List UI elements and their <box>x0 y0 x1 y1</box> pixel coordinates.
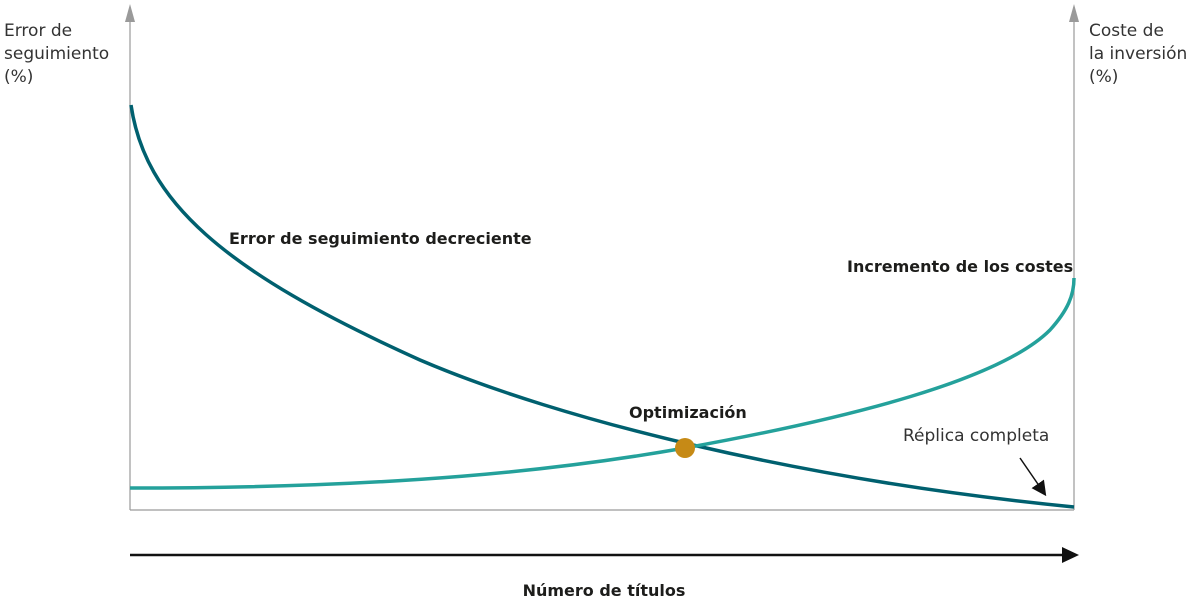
full-replication-arrow <box>1019 457 1047 497</box>
optimum-point <box>675 438 695 458</box>
right-axis-arrow-icon <box>1069 4 1079 22</box>
costs-curve <box>129 277 1076 490</box>
right-axis-label: Coste de la inversión (%) <box>1089 21 1188 87</box>
tracking-error-curve <box>129 104 1075 509</box>
full-replication-label: Réplica completa <box>903 426 1050 446</box>
optimum-label: Optimización <box>629 403 747 422</box>
costs-label: Incremento de los costes <box>847 257 1074 276</box>
x-axis-arrow-icon <box>1062 547 1079 563</box>
left-axis-arrow-icon <box>125 4 135 22</box>
x-axis-label: Número de títulos <box>522 581 686 600</box>
tracking-error-label: Error de seguimiento decreciente <box>229 229 532 248</box>
left-axis-label: Error de seguimiento (%) <box>4 21 110 87</box>
